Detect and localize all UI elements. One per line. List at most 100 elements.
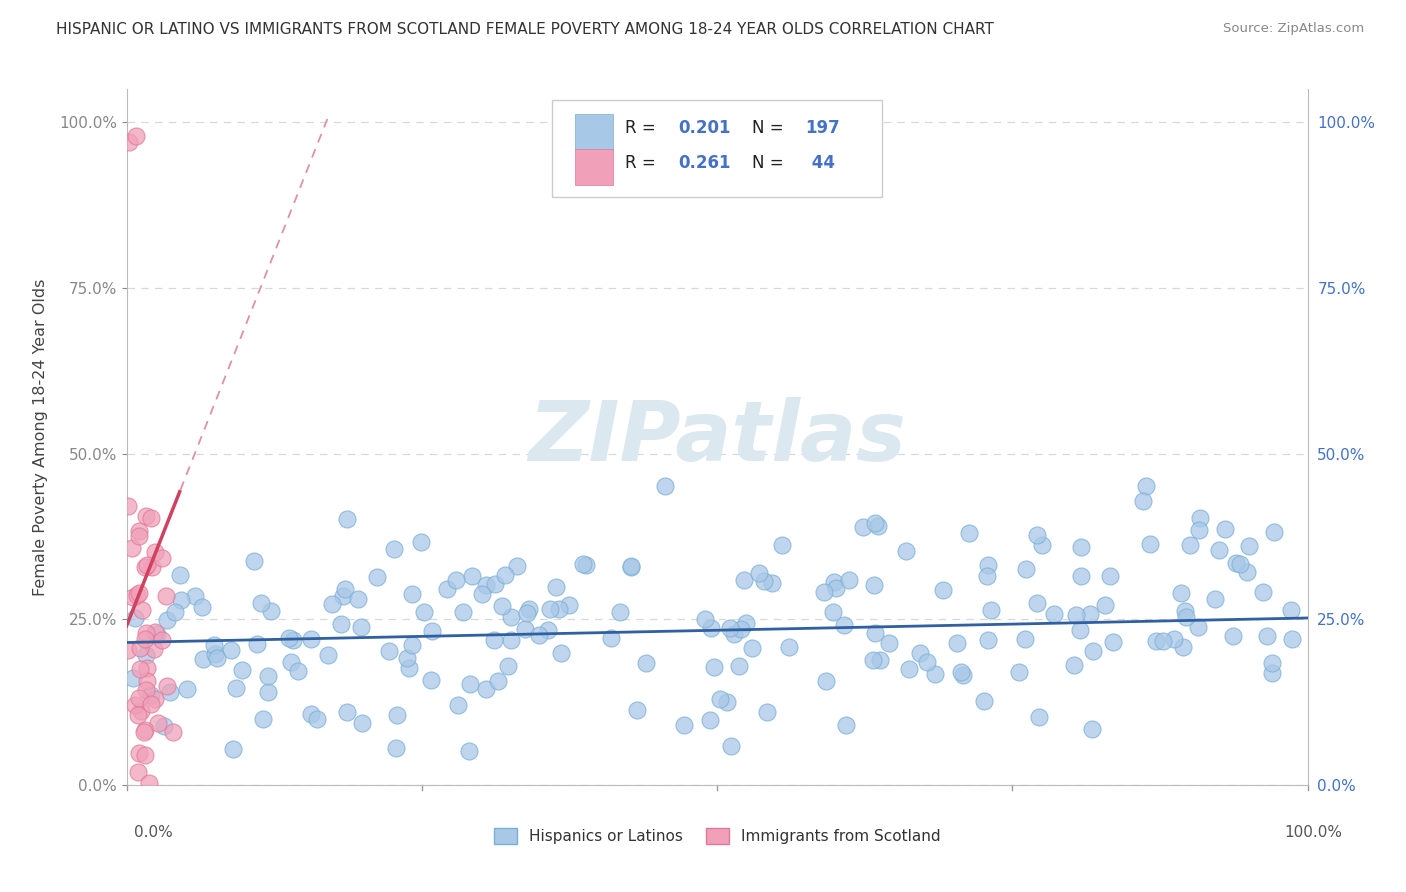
Point [135, 648, 157, 662]
Point [336, 512, 359, 526]
Point [761, 576, 783, 591]
Point [1078, 607, 1101, 621]
Point [141, 560, 163, 574]
Point [1173, 640, 1195, 655]
Point [460, 677, 482, 691]
Text: ZIPatlas: ZIPatlas [529, 397, 905, 477]
Point [124, 611, 146, 625]
Point [863, 516, 886, 530]
Point [409, 535, 432, 549]
Point [1144, 633, 1167, 648]
Point [673, 717, 696, 731]
Point [202, 638, 225, 652]
Point [1187, 620, 1209, 634]
Point [121, 541, 143, 555]
Point [249, 596, 271, 610]
Point [146, 715, 169, 730]
Point [484, 576, 506, 591]
Point [176, 682, 198, 697]
Point [1069, 623, 1091, 637]
Point [486, 673, 509, 688]
Point [838, 573, 860, 587]
Point [862, 653, 884, 667]
Point [931, 583, 953, 598]
Point [852, 520, 875, 534]
Point [134, 725, 156, 739]
Point [1070, 540, 1092, 554]
Point [1135, 479, 1157, 493]
Point [385, 708, 408, 723]
Point [494, 568, 516, 582]
Point [321, 597, 343, 611]
Point [134, 723, 156, 737]
Point [915, 656, 938, 670]
Point [139, 688, 162, 702]
Point [460, 569, 482, 583]
Point [219, 643, 242, 657]
Point [516, 606, 538, 620]
Point [1094, 598, 1116, 612]
Point [499, 633, 522, 648]
Point [143, 641, 166, 656]
Point [143, 545, 166, 559]
Text: 197: 197 [806, 120, 841, 137]
Point [813, 585, 835, 599]
Point [537, 623, 560, 637]
Point [207, 650, 229, 665]
Point [527, 627, 550, 641]
Text: 0.201: 0.201 [678, 120, 731, 137]
Text: Source: ZipAtlas.com: Source: ZipAtlas.com [1223, 22, 1364, 36]
Point [287, 664, 309, 678]
Point [703, 660, 725, 674]
Point [420, 673, 443, 687]
Point [127, 765, 149, 780]
Point [718, 621, 741, 635]
Point [835, 717, 858, 731]
Point [316, 648, 339, 662]
Point [748, 566, 770, 580]
Point [733, 573, 755, 587]
Point [976, 568, 998, 582]
Point [1263, 524, 1285, 539]
Point [1279, 603, 1302, 617]
Point [457, 743, 479, 757]
Point [1015, 562, 1038, 576]
Point [957, 525, 980, 540]
Point [155, 589, 177, 603]
Point [396, 650, 419, 665]
Point [382, 541, 405, 556]
Point [728, 658, 751, 673]
Point [398, 661, 420, 675]
Point [1026, 596, 1049, 610]
Point [752, 574, 775, 589]
Point [716, 695, 738, 709]
Point [980, 602, 1002, 616]
Point [1178, 538, 1201, 552]
Point [620, 560, 643, 574]
Point [378, 644, 401, 658]
Point [122, 671, 145, 685]
Point [723, 627, 745, 641]
Point [821, 605, 844, 619]
Point [475, 577, 498, 591]
Point [825, 581, 848, 595]
Point [122, 591, 145, 605]
Text: N =: N = [752, 154, 789, 172]
Text: R =: R = [624, 120, 661, 137]
Point [134, 632, 156, 646]
Point [281, 632, 304, 647]
Point [190, 600, 212, 615]
Point [1189, 511, 1212, 525]
Point [517, 602, 540, 616]
Point [135, 683, 157, 698]
Point [299, 707, 322, 722]
Text: 0.0%: 0.0% [134, 825, 173, 840]
Point [136, 673, 159, 688]
Point [1163, 632, 1185, 646]
Point [815, 673, 838, 688]
Point [548, 602, 571, 616]
Point [1080, 722, 1102, 736]
Point [366, 570, 388, 584]
Point [636, 656, 658, 670]
Point [150, 633, 173, 648]
